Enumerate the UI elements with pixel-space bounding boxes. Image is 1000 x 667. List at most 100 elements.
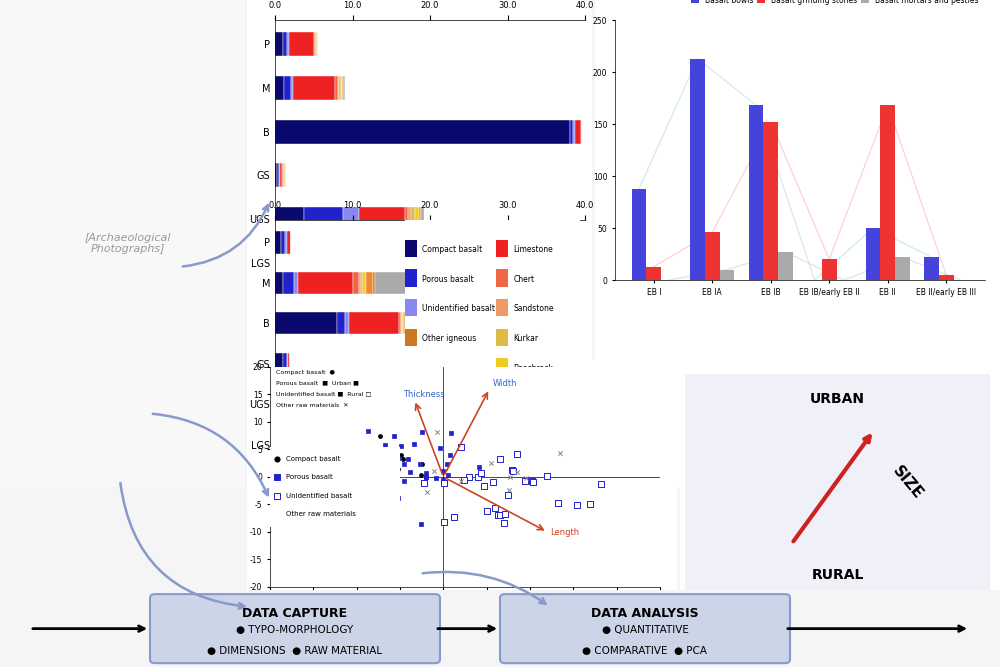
Point <box>372 431 388 442</box>
Point <box>338 460 354 470</box>
Bar <box>275 353 283 375</box>
Bar <box>421 207 424 231</box>
Point <box>395 454 411 465</box>
Bar <box>411 207 415 231</box>
Bar <box>337 312 345 334</box>
Bar <box>496 240 508 257</box>
Point <box>509 467 525 478</box>
Bar <box>281 231 285 253</box>
Point <box>524 476 540 487</box>
Bar <box>275 207 304 231</box>
Text: Limestone: Limestone <box>514 245 553 254</box>
Point <box>446 512 462 522</box>
Bar <box>405 329 417 346</box>
Bar <box>349 312 399 334</box>
Point <box>413 470 429 481</box>
Bar <box>293 76 335 100</box>
Bar <box>403 393 442 416</box>
Point <box>381 466 397 476</box>
Point <box>502 472 518 482</box>
Legend: Basalt bowls, Basalt grinding stones, Basalt mortars and pesties: Basalt bowls, Basalt grinding stones, Ba… <box>688 0 981 8</box>
Bar <box>285 231 287 253</box>
Point <box>593 478 609 489</box>
Point <box>393 440 409 451</box>
Point <box>453 476 469 487</box>
Point <box>402 467 418 478</box>
Bar <box>866 228 880 280</box>
Bar <box>763 122 778 280</box>
Text: Unidentified basalt ■  Rural □: Unidentified basalt ■ Rural □ <box>276 392 371 397</box>
Bar <box>415 251 418 275</box>
Bar <box>632 189 646 280</box>
Point <box>355 504 371 515</box>
Bar <box>314 32 315 56</box>
Point <box>383 454 399 464</box>
Bar <box>939 275 954 280</box>
Text: RURAL: RURAL <box>811 568 864 582</box>
Text: Chert: Chert <box>514 275 535 284</box>
Bar <box>405 269 417 287</box>
Bar <box>512 434 514 456</box>
FancyBboxPatch shape <box>150 594 440 663</box>
Bar <box>690 59 705 280</box>
Bar <box>498 434 502 456</box>
Bar <box>399 312 401 334</box>
Text: [Archaeological
Photographs]: [Archaeological Photographs] <box>84 233 171 254</box>
FancyBboxPatch shape <box>677 358 1000 610</box>
Bar <box>496 388 508 406</box>
Bar <box>822 259 837 280</box>
Bar <box>359 271 361 294</box>
Bar <box>288 353 290 375</box>
Bar <box>283 271 294 294</box>
Bar <box>345 312 349 334</box>
Bar <box>720 269 734 280</box>
Bar <box>304 207 343 231</box>
Bar <box>573 119 575 143</box>
Point <box>436 517 452 528</box>
FancyBboxPatch shape <box>0 0 247 492</box>
Bar <box>422 434 442 456</box>
Point <box>386 431 402 442</box>
Text: Unknown: Unknown <box>514 423 549 432</box>
Bar <box>287 231 290 253</box>
Point <box>400 454 416 465</box>
Text: Compact basalt  ●: Compact basalt ● <box>276 370 335 375</box>
Point <box>483 458 499 469</box>
FancyBboxPatch shape <box>591 0 1000 492</box>
Bar <box>338 76 339 100</box>
Point <box>414 427 430 438</box>
Bar <box>456 393 460 416</box>
Point <box>383 449 399 460</box>
Bar <box>275 251 302 275</box>
Point <box>552 448 568 458</box>
Point <box>440 469 456 480</box>
Bar <box>496 329 508 346</box>
Point <box>504 465 520 476</box>
Text: SIZE: SIZE <box>889 463 925 502</box>
Bar <box>275 163 277 187</box>
Bar <box>453 393 456 416</box>
Bar <box>460 393 462 416</box>
Text: ● TYPO-MORPHOLOGY: ● TYPO-MORPHOLOGY <box>236 625 354 635</box>
Point <box>418 472 434 482</box>
Point <box>413 518 429 529</box>
Text: Other sedimentary: Other sedimentary <box>514 394 586 402</box>
Bar <box>275 312 337 334</box>
Bar <box>575 119 581 143</box>
Text: Sandstone: Sandstone <box>514 304 554 313</box>
Point <box>370 453 386 464</box>
Text: ● DIMENSIONS  ● RAW MATERIAL: ● DIMENSIONS ● RAW MATERIAL <box>207 646 383 656</box>
Point <box>485 477 501 488</box>
Bar <box>408 207 411 231</box>
Bar <box>275 393 322 416</box>
Text: URBAN: URBAN <box>810 392 865 406</box>
Point <box>367 454 383 464</box>
Text: Length: Length <box>550 528 579 537</box>
Point <box>386 31 402 41</box>
Bar <box>880 105 895 280</box>
Bar <box>496 299 508 316</box>
Bar <box>339 76 341 100</box>
Point <box>470 472 486 483</box>
Bar <box>502 434 506 456</box>
Bar <box>450 393 453 416</box>
